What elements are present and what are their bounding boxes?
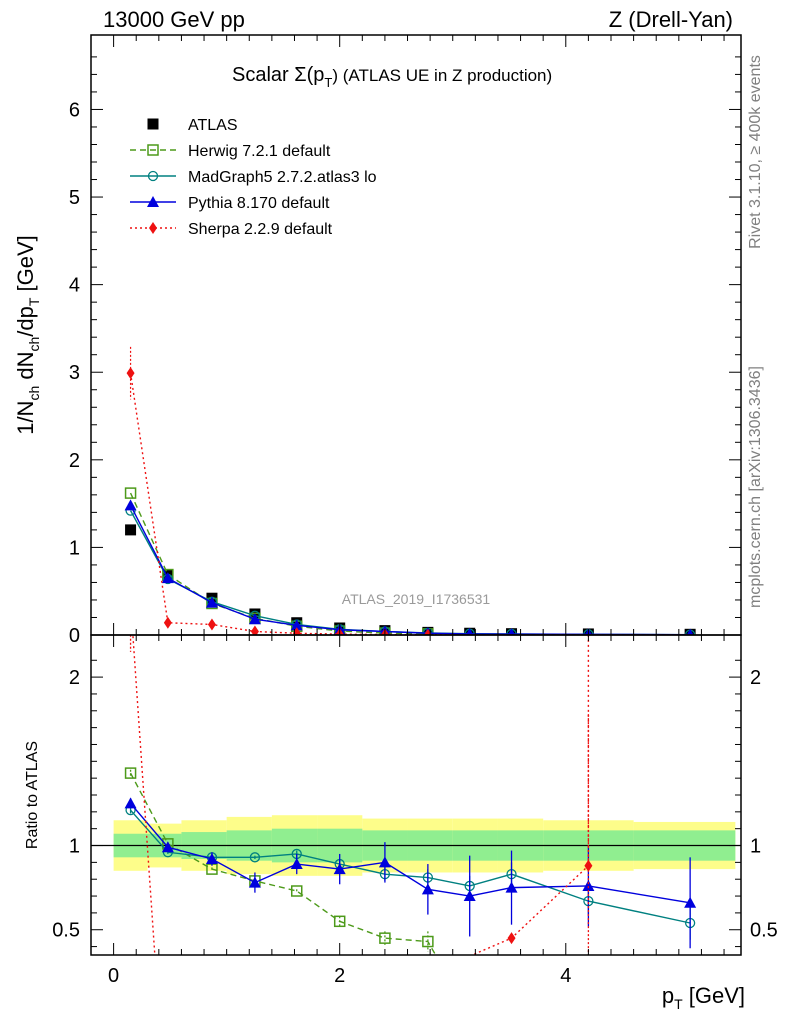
series-point xyxy=(126,367,135,380)
series-2 xyxy=(124,499,694,635)
plot-title-prefix: Scalar Σ(p xyxy=(232,64,324,86)
legend-entry: Pythia 8.170 default xyxy=(130,195,330,212)
series-point xyxy=(248,613,261,625)
ratio-point xyxy=(290,885,303,897)
series-line xyxy=(129,492,428,635)
ratio-series-3 xyxy=(127,595,593,955)
legend-label: Herwig 7.2.1 default xyxy=(188,143,331,160)
y-tick-label: 4 xyxy=(69,275,80,297)
mcplots-credit: mcplots.cern.ch [arXiv:1306.3436] xyxy=(747,366,764,608)
ratio-panel-series xyxy=(124,595,697,955)
series-point xyxy=(163,616,172,629)
plot-title-sub: T xyxy=(324,75,332,90)
legend-entry: Herwig 7.2.1 default xyxy=(130,143,331,160)
ratio-point xyxy=(379,932,391,944)
series-line xyxy=(129,505,691,635)
legend-marker xyxy=(147,196,159,207)
legend-marker xyxy=(147,144,159,156)
series-point xyxy=(250,625,259,635)
ratio-point xyxy=(507,932,516,945)
main-ylabel: 1/Nch dNch/dpT [GeV] xyxy=(13,235,42,435)
atlas-data-point xyxy=(125,524,137,536)
legend-marker xyxy=(147,170,159,182)
legend-label: Pythia 8.170 default xyxy=(188,195,330,212)
ratio-point xyxy=(333,863,346,875)
series-point xyxy=(124,499,137,511)
ratio-point xyxy=(290,858,303,870)
plot-title-suffix: ) (ATLAS UE in Z production) xyxy=(332,66,552,85)
series-point xyxy=(161,572,174,584)
y-tick-label: 3 xyxy=(69,362,80,384)
ratio-point xyxy=(124,767,137,779)
series-point xyxy=(465,627,474,635)
ratio-panel-frame xyxy=(90,634,742,956)
series-1 xyxy=(125,505,696,635)
ratio-y-tick-label: 1 xyxy=(69,836,80,858)
ratio-point xyxy=(684,896,697,908)
y-tick-label: 1 xyxy=(69,537,80,559)
ratio-point xyxy=(421,883,434,895)
legend-label: MadGraph5 2.7.2.atlas3 lo xyxy=(188,169,377,186)
ratio-point xyxy=(248,876,261,888)
legend-label: Sherpa 2.2.9 default xyxy=(188,221,333,238)
y-tick-label: 0 xyxy=(69,625,80,647)
ratio-point xyxy=(205,853,218,864)
legend-entry: ATLAS xyxy=(147,117,238,134)
ratio-series-2 xyxy=(124,797,697,949)
ratio-point xyxy=(378,856,391,868)
analysis-watermark: ATLAS_2019_I1736531 xyxy=(342,591,491,607)
ratio-point xyxy=(422,935,434,948)
series-point xyxy=(686,628,694,635)
x-tick-label: 0 xyxy=(108,965,119,987)
ratio-point xyxy=(463,890,476,902)
rivet-version: Rivet 3.1.10, ≥ 400k events xyxy=(747,55,764,249)
series-point xyxy=(207,618,216,631)
ratio-line xyxy=(130,802,691,904)
ratio-y-tick-label-right: 1 xyxy=(750,836,761,858)
series-point xyxy=(507,628,516,635)
header-left: 13000 GeV pp xyxy=(103,7,245,32)
x-tick-label: 2 xyxy=(334,965,345,987)
series-point xyxy=(205,596,218,608)
legend-label: ATLAS xyxy=(188,117,238,134)
series-0 xyxy=(124,487,434,635)
ratio-point xyxy=(505,881,518,893)
legend-entry: MadGraph5 2.7.2.atlas3 lo xyxy=(130,169,377,186)
ratio-uncertainty-bands xyxy=(91,815,741,876)
ratio-point xyxy=(127,595,135,607)
legend-marker xyxy=(147,118,159,130)
series-point xyxy=(290,619,303,631)
ratio-point xyxy=(124,797,137,809)
ratio-point xyxy=(333,915,346,928)
y-tick-label: 5 xyxy=(69,187,80,209)
ratio-y-tick-label-right: 0.5 xyxy=(750,920,778,942)
xlabel: pT [GeV] xyxy=(662,983,745,1012)
ratio-ylabel: Ratio to ATLAS xyxy=(24,741,41,849)
ratio-line xyxy=(132,635,590,955)
axes: 0 2 4 0 1 2 3 4 5 6 0.5 0.5 1 1 2 2 xyxy=(52,35,778,987)
series-point xyxy=(124,487,137,499)
y-tick-label: 2 xyxy=(69,450,80,472)
ratio-y-tick-label-right: 2 xyxy=(750,667,761,689)
x-tick-label: 4 xyxy=(560,965,571,987)
legend-entry: Sherpa 2.2.9 default xyxy=(130,221,333,238)
ratio-point xyxy=(249,852,261,863)
ratio-point xyxy=(582,879,595,891)
y-tick-label: 6 xyxy=(69,99,80,121)
ratio-y-tick-label: 2 xyxy=(69,667,80,689)
ratio-point xyxy=(161,841,174,853)
series-line xyxy=(129,510,691,635)
legend: ATLAS Herwig 7.2.1 default MadGraph5 2.7.2… xyxy=(130,117,377,238)
plot-title: Scalar Σ(pT) (ATLAS UE in Z production) xyxy=(232,64,552,90)
ratio-point xyxy=(584,859,593,872)
header-right: Z (Drell-Yan) xyxy=(609,7,733,32)
legend-marker xyxy=(149,222,157,234)
ratio-y-tick-label: 0.5 xyxy=(52,920,80,942)
